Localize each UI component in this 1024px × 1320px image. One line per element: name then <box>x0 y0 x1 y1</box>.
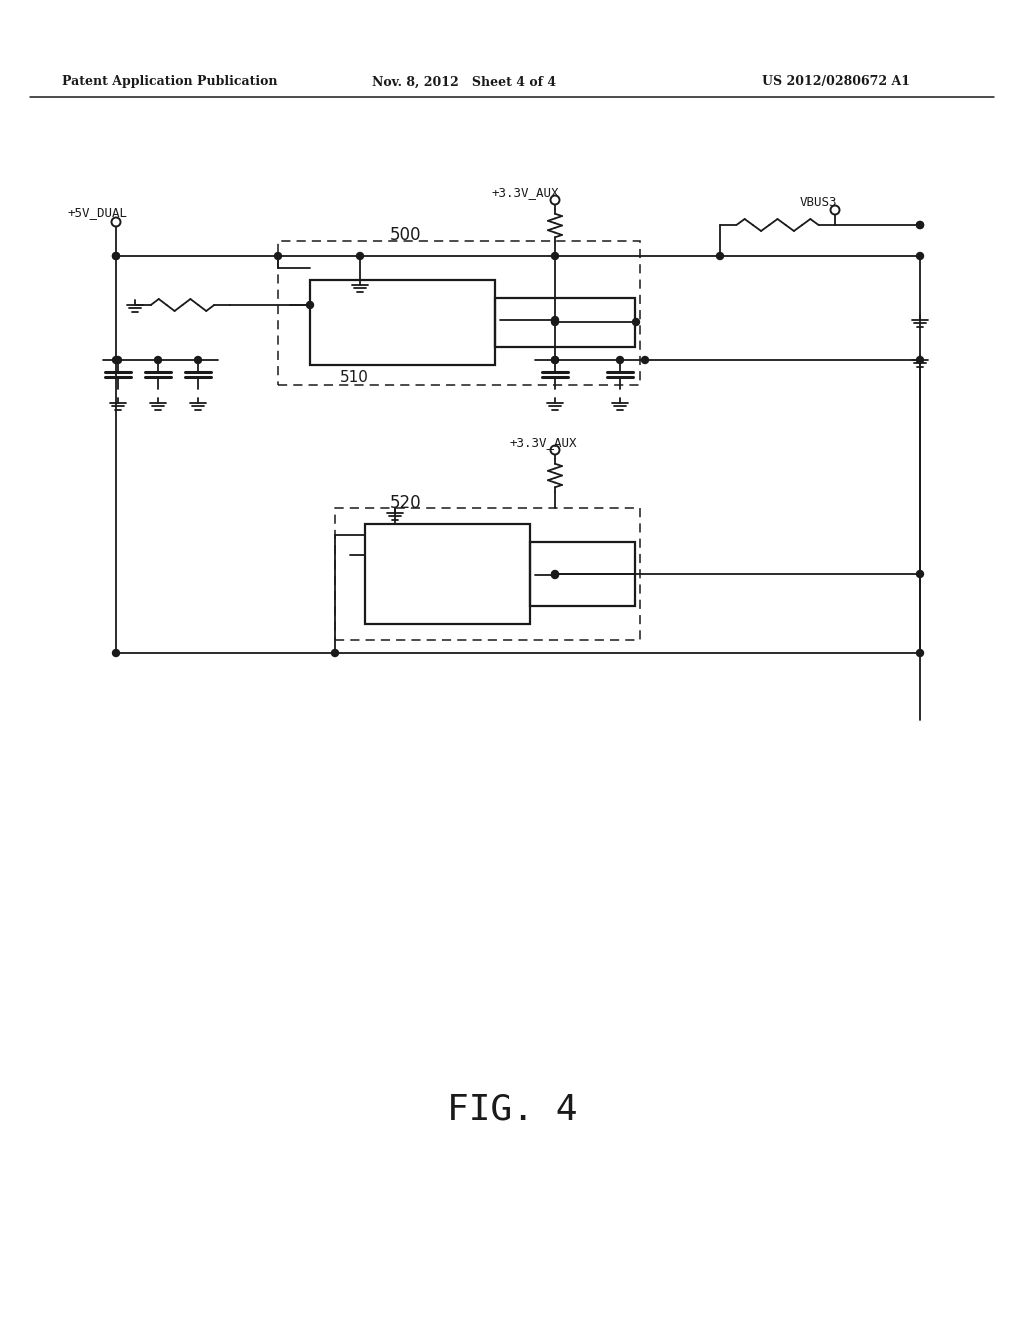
Circle shape <box>552 356 558 363</box>
Circle shape <box>916 356 924 363</box>
Circle shape <box>641 356 648 363</box>
Bar <box>310 280 495 366</box>
Circle shape <box>552 318 558 326</box>
Circle shape <box>916 649 924 656</box>
Text: 520: 520 <box>390 494 422 512</box>
Text: VBUS3: VBUS3 <box>800 195 838 209</box>
Text: 500: 500 <box>390 226 422 244</box>
Text: FIG. 4: FIG. 4 <box>446 1093 578 1127</box>
Circle shape <box>115 356 122 363</box>
Circle shape <box>552 570 558 578</box>
Bar <box>335 508 640 640</box>
Circle shape <box>616 356 624 363</box>
Circle shape <box>332 649 339 656</box>
Text: +3.3V_AUX: +3.3V_AUX <box>510 437 578 450</box>
Circle shape <box>113 252 120 260</box>
Circle shape <box>717 252 724 260</box>
Text: 510: 510 <box>340 370 369 384</box>
Circle shape <box>356 252 364 260</box>
Circle shape <box>306 301 313 309</box>
Circle shape <box>916 570 924 578</box>
Bar <box>278 242 640 385</box>
Bar <box>365 524 530 624</box>
Circle shape <box>113 356 120 363</box>
Text: +3.3V_AUX: +3.3V_AUX <box>492 186 559 199</box>
Circle shape <box>274 252 282 260</box>
Circle shape <box>552 317 558 323</box>
Circle shape <box>552 572 558 578</box>
Circle shape <box>195 356 202 363</box>
Circle shape <box>113 252 120 260</box>
Circle shape <box>916 222 924 228</box>
Text: Nov. 8, 2012   Sheet 4 of 4: Nov. 8, 2012 Sheet 4 of 4 <box>372 75 556 88</box>
Circle shape <box>155 356 162 363</box>
Circle shape <box>916 252 924 260</box>
Bar <box>530 543 635 606</box>
Circle shape <box>633 318 640 326</box>
Text: US 2012/0280672 A1: US 2012/0280672 A1 <box>762 75 910 88</box>
Circle shape <box>113 649 120 656</box>
Circle shape <box>552 356 558 363</box>
Text: Patent Application Publication: Patent Application Publication <box>62 75 278 88</box>
Text: +5V_DUAL: +5V_DUAL <box>68 206 128 219</box>
Circle shape <box>552 252 558 260</box>
Bar <box>495 298 635 347</box>
Circle shape <box>916 222 924 228</box>
